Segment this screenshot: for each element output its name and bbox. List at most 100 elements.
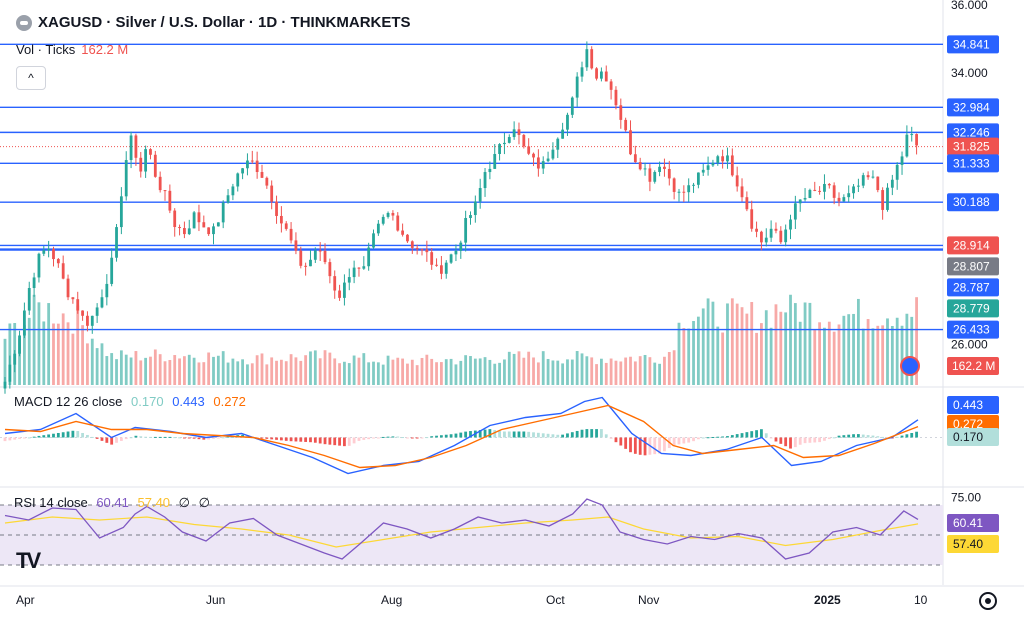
candle-body (793, 203, 797, 220)
collapse-legend-button[interactable]: ^ (16, 66, 46, 90)
macd-histogram-bar (541, 433, 545, 438)
volume-bar (624, 357, 628, 385)
macd-histogram-bar (706, 437, 710, 439)
candle-body (357, 267, 361, 269)
candle-body (856, 185, 860, 187)
macd-histogram-bar (47, 434, 51, 438)
macd-histogram-bar (769, 437, 773, 439)
macd-histogram-bar (701, 437, 705, 439)
volume-bar (347, 363, 351, 385)
volume-bar (890, 325, 894, 385)
macd-histogram-bar (764, 433, 768, 438)
volume-bar (600, 358, 603, 385)
candle-body (609, 81, 613, 90)
candle-body (813, 189, 817, 191)
macd-histogram-bar (692, 437, 695, 442)
macd-histogram-bar (270, 437, 274, 440)
time-tick-0: Apr (16, 593, 35, 607)
volume-bar (701, 308, 705, 385)
candle-body (100, 297, 104, 308)
candle-body (22, 310, 26, 336)
volume-bar (207, 352, 211, 385)
volume-bar (401, 358, 405, 385)
candle-body (105, 283, 109, 298)
price-label-1: 32.984 (953, 100, 990, 114)
macd-histogram-bar (76, 431, 80, 438)
price-label-0: 34.841 (953, 37, 990, 51)
candle-body (221, 202, 225, 223)
volume-bar (730, 298, 734, 385)
macd-histogram-bar (376, 437, 380, 439)
rsi-value: 60.41 (96, 495, 129, 510)
macd-label: MACD 12 26 close (14, 394, 123, 409)
settings-gear-icon[interactable] (979, 592, 997, 610)
price-label-bg-5 (947, 193, 999, 212)
macd-legend[interactable]: MACD 12 26 close 0.170 0.443 0.272 (14, 394, 246, 409)
tradingview-logo[interactable]: TV (16, 548, 41, 573)
candle-body (163, 190, 167, 192)
rsi-hidden-2: ∅ (198, 495, 210, 510)
volume-bar (396, 357, 400, 385)
volume-bar (706, 298, 710, 385)
price-tick-1: 34.000 (951, 66, 988, 80)
macd-histogram-bar (3, 437, 7, 442)
macd-histogram-bar (212, 437, 215, 439)
candle-body (110, 257, 114, 284)
macd-histogram-bar (624, 437, 628, 449)
candle-body (682, 191, 686, 193)
volume-bar (493, 363, 497, 385)
rsi-ma-line (4, 516, 919, 548)
candle-body (236, 173, 240, 187)
macd-histogram-bar (18, 437, 21, 439)
macd-histogram-bar (818, 437, 822, 443)
macd-histogram-bar (401, 437, 405, 439)
price-label-bg-7 (947, 257, 999, 276)
macd-histogram-bar (653, 437, 657, 455)
macd-histogram-bar (750, 431, 754, 438)
volume-label: Vol · Ticks (16, 42, 76, 57)
rsi-legend[interactable]: RSI 14 close 60.41 57.40 ∅ ∅ (14, 495, 210, 511)
volume-bar (672, 350, 676, 385)
candle-body (546, 158, 550, 162)
candle-body (178, 227, 181, 229)
macd-histogram-bar (115, 437, 118, 443)
macd-histogram-bar (726, 436, 729, 438)
volume-bar (735, 303, 739, 385)
volume-bar (444, 359, 448, 385)
macd-histogram-bar (760, 429, 763, 438)
rsi-hidden-1: ∅ (178, 495, 190, 510)
volume-bar (279, 359, 283, 385)
macd-histogram-bar (134, 435, 138, 438)
volume-bar (221, 351, 225, 385)
volume-bar (585, 356, 589, 385)
volume-bar (575, 351, 579, 385)
volume-bar (187, 354, 191, 385)
volume-bar (129, 357, 133, 385)
chart-header: XAGUSD · Silver / U.S. Dollar · 1D · THI… (16, 14, 411, 31)
candle-body (27, 288, 31, 311)
volume-bar (881, 325, 885, 385)
candle-body (575, 76, 579, 98)
volume-bar (856, 298, 860, 385)
candle-body (362, 266, 366, 269)
volume-bar (536, 362, 540, 385)
macd-histogram-bar (158, 436, 162, 438)
volume-bar (541, 351, 545, 385)
candle-body (144, 149, 148, 172)
volume-bar (900, 325, 904, 385)
macd-histogram-bar (197, 437, 201, 440)
candle-body (541, 161, 545, 169)
macd-histogram-bar (779, 437, 783, 444)
macd-histogram-bar (740, 433, 744, 438)
candle-body (643, 168, 647, 170)
macd-histogram-bar (347, 437, 351, 446)
candle-body (265, 177, 269, 186)
macd-histogram-bar (527, 431, 531, 438)
volume-bar (789, 294, 792, 385)
volume-bar (47, 303, 51, 385)
candle-body (173, 210, 177, 228)
volume-bar (289, 354, 293, 385)
macd-histogram-bar (241, 434, 244, 438)
macd-histogram-bar (803, 437, 807, 444)
